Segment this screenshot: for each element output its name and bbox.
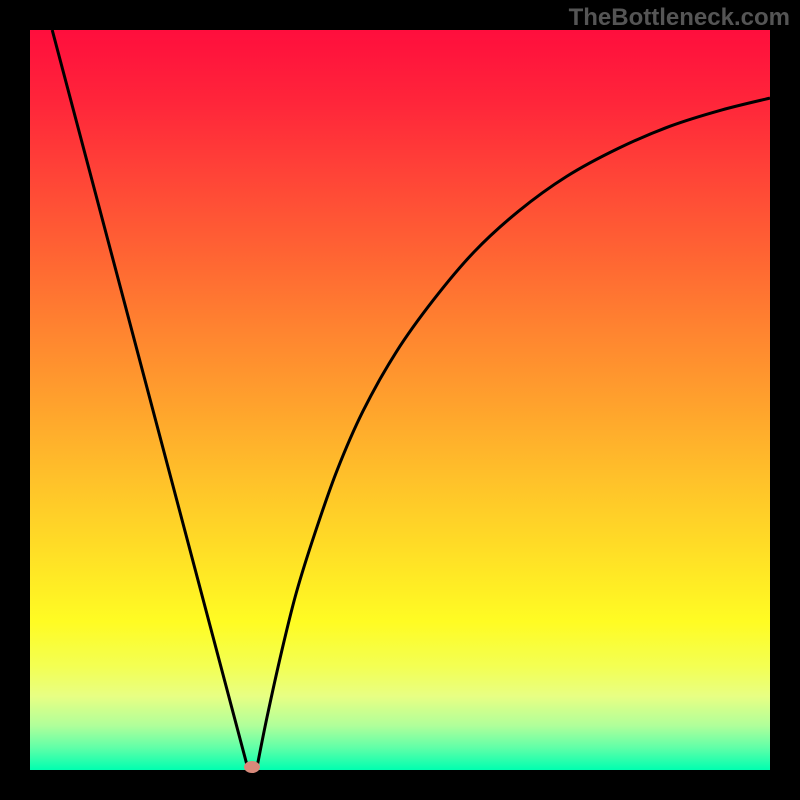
watermark-text: TheBottleneck.com — [569, 4, 790, 32]
bottleneck-curve — [30, 30, 770, 770]
minimum-marker — [244, 761, 260, 773]
chart-container: TheBottleneck.com — [0, 0, 800, 800]
plot-area — [30, 30, 770, 770]
